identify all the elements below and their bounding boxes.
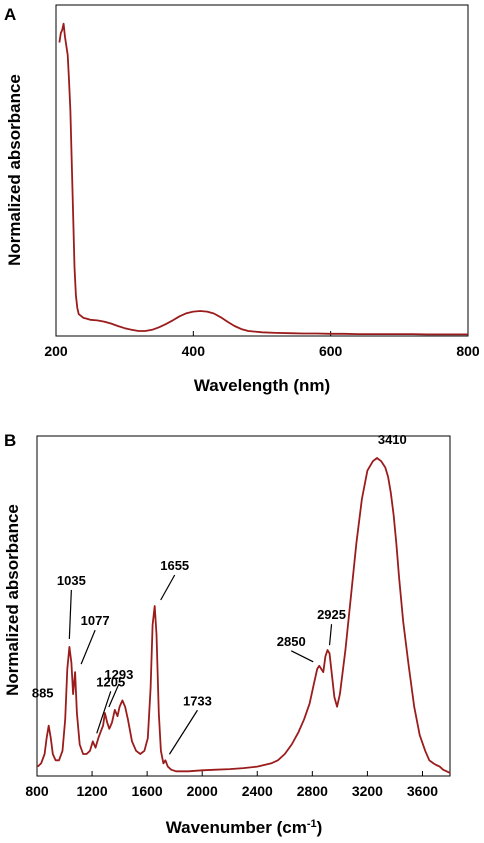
panel-a-x-tick-label: 400	[182, 343, 206, 359]
panel-b-x-axis-title: Wavenumber (cm-1)	[166, 818, 323, 837]
panel-a-letter: A	[4, 5, 16, 24]
panel-b-x-tick-label: 3600	[407, 783, 438, 799]
peak-leader-line	[328, 624, 333, 646]
peak-label-1035: 1035	[57, 573, 86, 588]
panel-b-x-tick-label: 2800	[297, 783, 328, 799]
panel-b-x-tick-label: 800	[25, 783, 49, 799]
panel-a-x-axis-title: Wavelength (nm)	[194, 376, 330, 395]
panel-b-plot-frame	[36, 435, 451, 777]
peak-label-1293: 1293	[104, 667, 133, 682]
panel-b-x-tick-labels: 800 1200 1600 2000 2400 2800 3200 3600	[25, 783, 438, 799]
panel-b-x-tick-label: 1200	[76, 783, 107, 799]
peak-leader-line	[80, 629, 96, 665]
panel-b-y-axis-title: Normalized absorbance	[3, 504, 22, 696]
panel-b-x-axis-title-superscript: -1	[307, 818, 317, 830]
panel-a-series-line	[58, 22, 468, 336]
peak-label-2925: 2925	[317, 607, 346, 622]
panel-b-x-axis-title-close: )	[317, 818, 323, 837]
peak-label-2850: 2850	[277, 634, 306, 649]
panel-a-x-tick-label: 200	[44, 343, 68, 359]
panel-b-x-tick-label: 1600	[132, 783, 163, 799]
peak-leader-line	[290, 650, 314, 663]
peak-leader-line	[96, 691, 112, 734]
peak-label-3410: 3410	[378, 432, 407, 447]
panel-a: A 200 400 600 800 Wavelength (nm) Normalize…	[4, 4, 480, 395]
panel-b-letter: B	[4, 431, 16, 450]
panel-b-x-ticks	[36, 771, 423, 776]
panel-a-x-tick-labels: 200 400 600 800	[44, 343, 480, 359]
panel-b-x-axis-title-main: Wavenumber (cm	[166, 818, 307, 837]
panel-a-x-tick-label: 800	[456, 343, 480, 359]
peak-leader-line	[108, 683, 120, 708]
panel-a-x-tick-label: 600	[319, 343, 343, 359]
peak-leader-line	[168, 709, 198, 755]
panel-b-x-tick-label: 3200	[352, 783, 383, 799]
peak-leader-line	[68, 589, 72, 639]
panel-b-series-line	[37, 457, 451, 774]
panel-b-x-tick-label: 2400	[242, 783, 273, 799]
peak-label-885: 885	[32, 686, 54, 701]
panel-a-y-axis-title: Normalized absorbance	[5, 74, 24, 266]
peak-label-1655: 1655	[160, 558, 189, 573]
peak-leader-line	[160, 574, 176, 601]
peak-label-1733: 1733	[183, 693, 212, 708]
panel-b: B 800 1200 1600 2000 2400 2800 3200 3600 885 103…	[3, 431, 451, 837]
panel-b-x-tick-label: 2000	[187, 783, 218, 799]
panel-a-plot-frame	[55, 4, 469, 337]
peak-label-1077: 1077	[81, 613, 110, 628]
